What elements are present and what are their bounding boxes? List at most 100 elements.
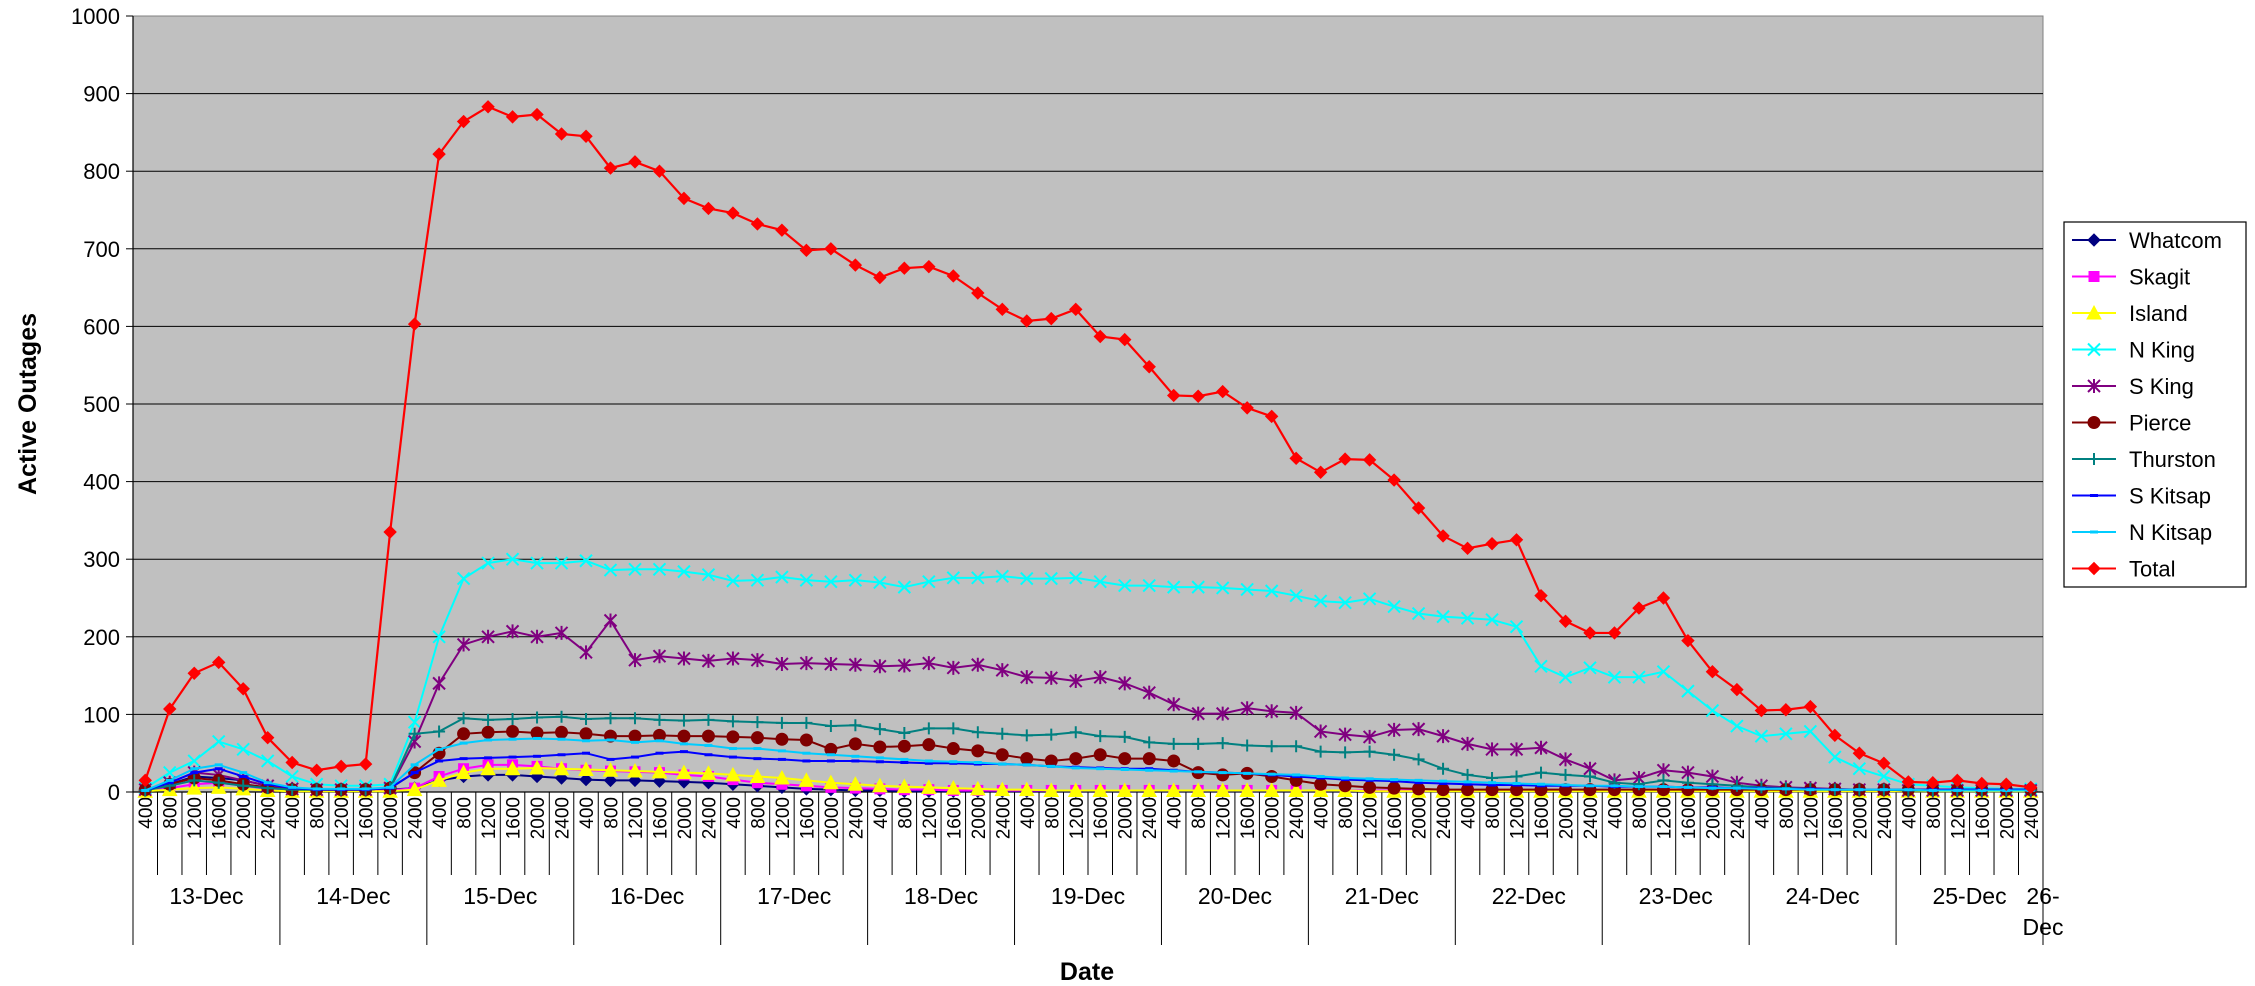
data-point-island — [578, 761, 594, 776]
x-tick-label: 2000 — [1703, 797, 1724, 839]
x-tick-label: 1600 — [1973, 797, 1994, 839]
data-point-total — [1950, 773, 1965, 788]
data-point-thurston — [1657, 774, 1670, 787]
data-point-s-king — [1069, 674, 1083, 689]
data-point-thurston — [1290, 740, 1303, 753]
data-point-pierce — [1093, 748, 1107, 762]
data-point-n-king — [1289, 588, 1303, 603]
x-tick-label: 1200 — [1067, 797, 1088, 839]
data-point-n-king — [1460, 611, 1475, 625]
x-tick-label: 400 — [871, 797, 892, 829]
data-point-total — [211, 655, 226, 670]
data-point-s-king — [873, 659, 887, 674]
x-tick-label: 1200 — [185, 797, 206, 839]
data-point-island — [700, 765, 717, 780]
data-point-thurston — [580, 713, 593, 726]
legend-marker — [2087, 342, 2101, 357]
x-tick-label: 1200 — [1361, 797, 1382, 839]
x-tick-label: 2400 — [1434, 797, 1455, 839]
data-point-s-king — [1313, 724, 1328, 739]
y-tick-label: 100 — [83, 702, 120, 727]
x-tick-label: 400 — [724, 797, 745, 829]
day-label: 19-Dec — [1051, 883, 1125, 909]
x-tick-label: 2000 — [1850, 797, 1871, 839]
x-tick-label: 1600 — [357, 797, 378, 839]
data-point-total — [750, 217, 765, 231]
data-point-total — [1118, 332, 1132, 347]
day-label: 16-Dec — [610, 883, 684, 909]
day-label: 22-Dec — [1492, 883, 1566, 909]
data-point-s-king — [1118, 676, 1132, 691]
data-point-thurston — [775, 716, 788, 729]
data-point-total — [260, 730, 275, 745]
data-point-thurston — [1339, 746, 1352, 759]
data-point-thurston — [677, 714, 690, 727]
data-point-n-king — [1044, 571, 1058, 586]
data-point-n-king — [848, 573, 863, 587]
data-point-s-king — [701, 653, 716, 668]
day-label: 20-Dec — [1198, 883, 1272, 909]
data-point-thurston — [188, 774, 201, 787]
data-point-total — [1240, 401, 1254, 415]
data-point-s-king — [1167, 697, 1181, 712]
data-point-s-king — [726, 651, 740, 666]
data-point-n-king — [1607, 670, 1622, 684]
data-point-island — [455, 764, 472, 780]
data-point-total — [946, 269, 961, 283]
data-point-n-king — [1852, 762, 1867, 776]
legend-item-n-kitsap: N Kitsap — [2072, 520, 2212, 545]
data-point-total — [1583, 626, 1597, 640]
data-point-s-king — [1215, 706, 1230, 721]
data-point-s-king — [603, 613, 618, 628]
x-tick-label: 1600 — [1532, 797, 1553, 839]
legend-item-pierce: Pierce — [2072, 411, 2191, 436]
data-point-s-king — [1289, 705, 1303, 720]
data-point-total — [1289, 451, 1303, 466]
x-tick-label: 1600 — [1238, 797, 1259, 839]
data-point-s-king — [677, 651, 691, 666]
data-point-pierce — [1363, 780, 1377, 794]
x-tick-label: 800 — [748, 797, 769, 829]
data-point-pierce — [922, 738, 936, 752]
data-point-n-king — [481, 556, 495, 570]
data-point-thurston — [1314, 745, 1327, 758]
data-point-n-king — [1387, 599, 1401, 614]
data-point-island — [676, 764, 692, 780]
x-tick-label: 800 — [895, 797, 916, 829]
x-tick-label: 2000 — [1410, 797, 1431, 839]
data-point-n-king — [1142, 578, 1156, 593]
data-point-total — [1681, 633, 1695, 648]
x-tick-label: 800 — [1042, 797, 1063, 829]
data-point-n-king — [1338, 595, 1352, 610]
data-point-s-king — [1534, 740, 1548, 755]
data-point-pierce — [555, 725, 569, 739]
data-point-thurston — [800, 716, 813, 729]
x-tick-label: 2400 — [1581, 797, 1602, 839]
data-point-island — [872, 777, 888, 793]
x-tick-label: 1600 — [1826, 797, 1847, 839]
data-point-s-king — [481, 629, 495, 644]
data-point-thurston — [212, 776, 225, 789]
data-point-island — [480, 760, 496, 776]
day-label: 13-Dec — [169, 883, 243, 909]
data-point-pierce — [457, 727, 471, 741]
data-point-s-king — [628, 653, 642, 668]
data-point-thurston — [506, 713, 519, 726]
legend-item-island: Island — [2072, 301, 2188, 326]
data-point-total — [1632, 601, 1646, 615]
data-point-thurston — [1192, 737, 1205, 750]
y-tick-label: 0 — [108, 780, 120, 805]
data-point-island — [1141, 782, 1158, 797]
data-point-thurston — [1559, 768, 1572, 781]
data-point-s-king — [432, 676, 446, 691]
data-point-island — [504, 760, 521, 776]
data-point-thurston — [1069, 726, 1082, 739]
data-point-pierce — [726, 730, 740, 744]
data-point-n-king — [1656, 665, 1671, 679]
legend-label: S Kitsap — [2129, 484, 2211, 509]
data-point-thurston — [1241, 739, 1254, 752]
data-point-n-king — [1534, 659, 1548, 673]
data-point-total — [432, 147, 446, 161]
data-point-s-king — [897, 658, 912, 673]
